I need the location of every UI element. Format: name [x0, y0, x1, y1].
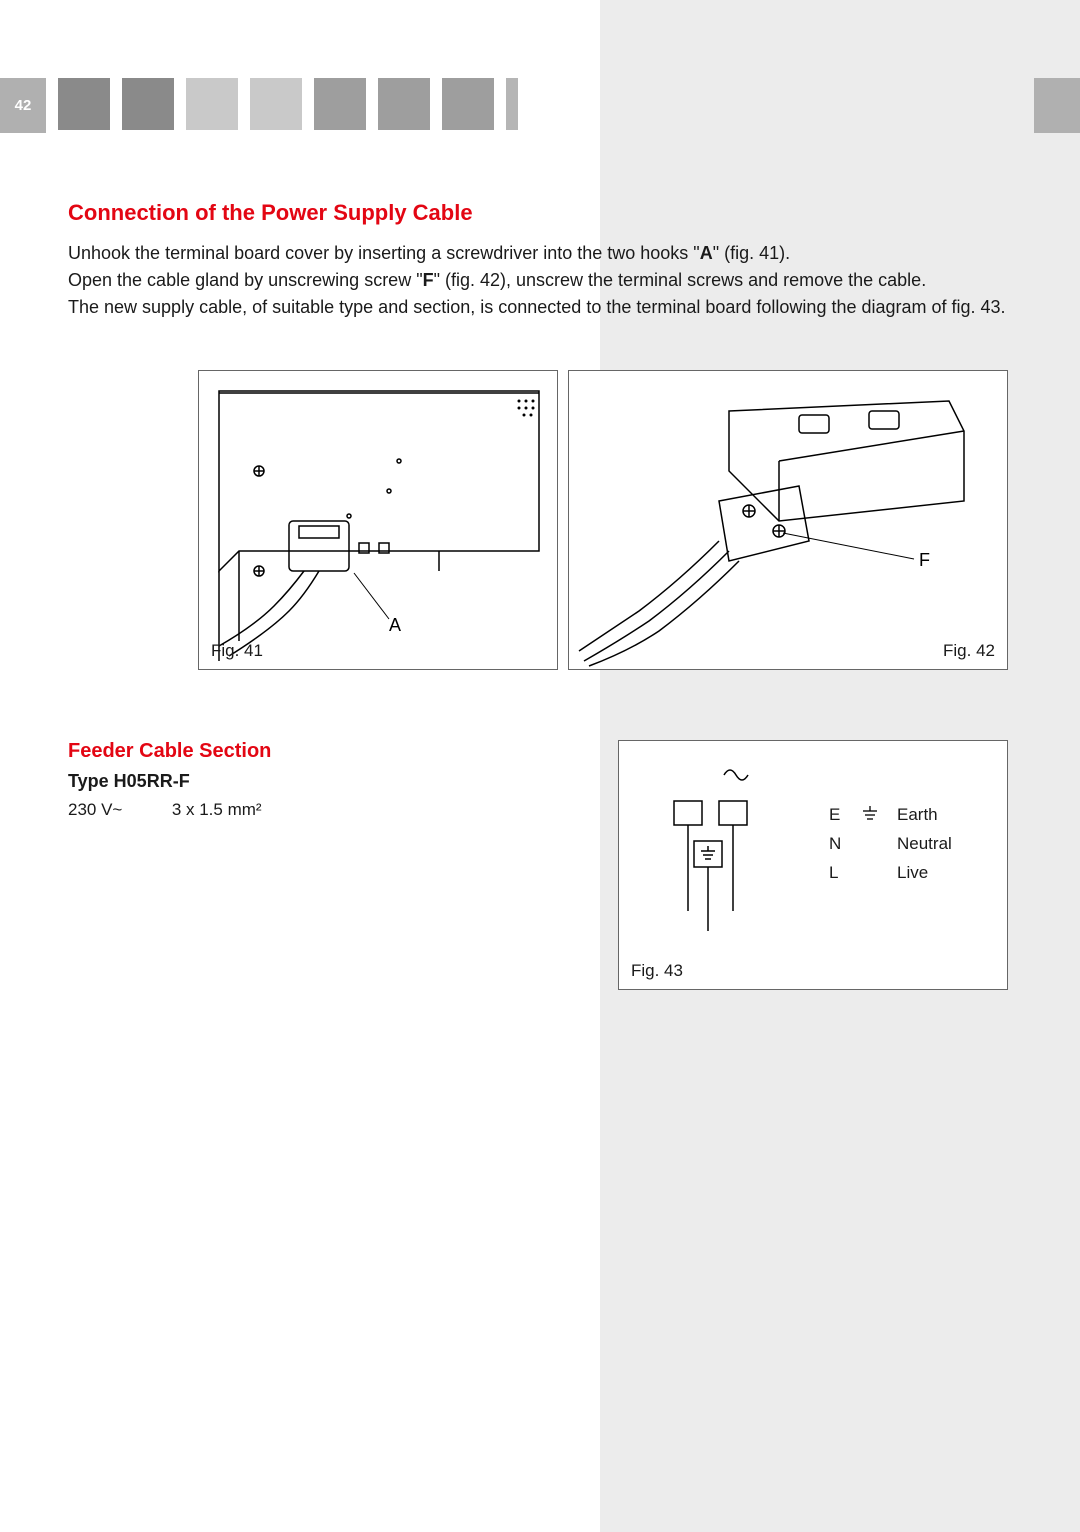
figure-41-label: Fig. 41 [211, 641, 263, 661]
square [378, 78, 430, 130]
svg-text:A: A [389, 615, 401, 635]
square [506, 78, 518, 130]
figure-41-illustration: A [199, 371, 559, 671]
square [314, 78, 366, 130]
square [186, 78, 238, 130]
figures-row: A Fig. 41 [68, 370, 1008, 680]
figure-43: E Earth N Neutral L Live Fig. 43 [618, 740, 1008, 990]
legend-label: Neutral [897, 830, 952, 859]
square [58, 78, 110, 130]
feeder-cable-section: Feeder Cable Section Type H05RR-F 230 V~… [68, 740, 1008, 820]
top-decorative-bar: 42 [0, 78, 1080, 133]
figure-43-label: Fig. 43 [631, 961, 683, 981]
figure-41: A Fig. 41 [198, 370, 558, 670]
legend-label: Earth [897, 801, 952, 830]
square [122, 78, 174, 130]
legend-label: Live [897, 859, 952, 888]
legend-letter: L [829, 859, 853, 888]
paragraph: The new supply cable, of suitable type a… [68, 294, 1008, 321]
top-right-tab [1034, 78, 1080, 133]
figure-42-label: Fig. 42 [943, 641, 995, 661]
page-number-tab: 42 [0, 78, 46, 133]
legend-letter: E [829, 801, 853, 830]
page-content: Connection of the Power Supply Cable Unh… [68, 200, 1008, 321]
earth-icon [861, 806, 889, 824]
legend-letter: N [829, 830, 853, 859]
paragraph: Unhook the terminal board cover by inser… [68, 240, 1008, 267]
figure-42-illustration: F [569, 371, 1009, 671]
figure-43-legend: E Earth N Neutral L Live [829, 801, 952, 888]
paragraph: Open the cable gland by unscrewing screw… [68, 267, 1008, 294]
decorative-squares [58, 78, 518, 130]
spec-size: 3 x 1.5 mm² [172, 800, 262, 819]
spec-voltage: 230 V~ [68, 800, 122, 819]
section-heading: Connection of the Power Supply Cable [68, 200, 1008, 226]
svg-text:F: F [919, 550, 930, 570]
square [442, 78, 494, 130]
page-number: 42 [15, 97, 32, 114]
square [250, 78, 302, 130]
figure-42: F Fig. 42 [568, 370, 1008, 670]
